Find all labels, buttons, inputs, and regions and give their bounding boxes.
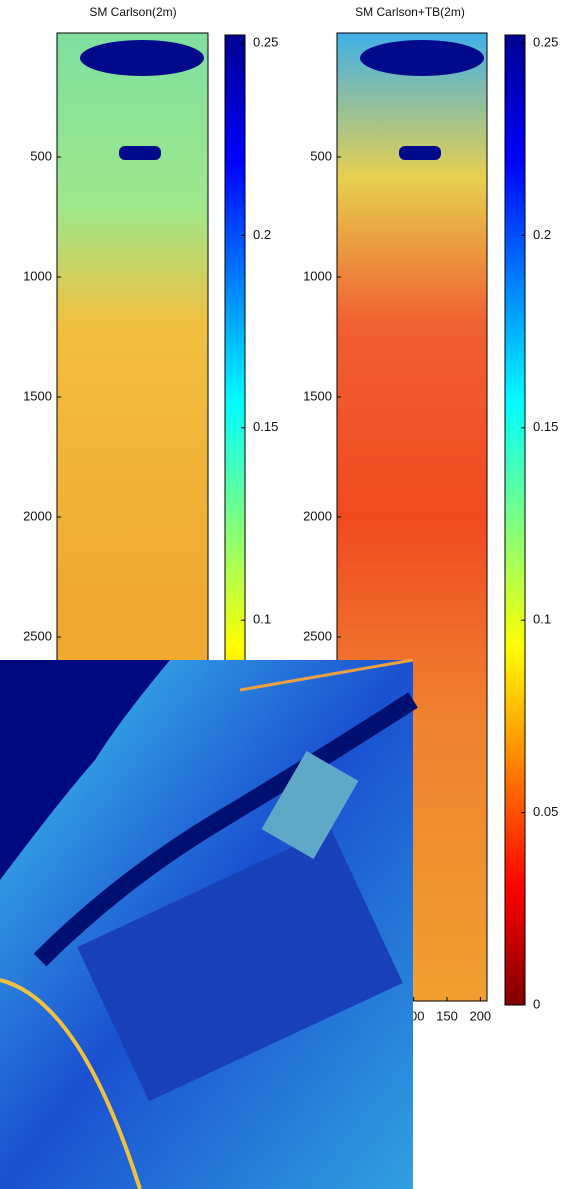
colorbar-tick-label: 0.1: [533, 612, 551, 627]
colorbar-tick-label: 0.1: [253, 612, 271, 627]
overlay-field: [77, 828, 403, 1102]
y-tick-label: 1500: [303, 388, 332, 403]
x-tick-label: 150: [436, 1008, 458, 1023]
y-tick-label: 1000: [23, 268, 52, 283]
y-tick-label: 2500: [23, 628, 52, 643]
y-tick-label: 1500: [23, 388, 52, 403]
overlay-image: [0, 658, 418, 1189]
colorbar-tick-label: 0.15: [253, 419, 278, 434]
chart-title: SM Carlson+TB(2m): [355, 5, 465, 19]
y-tick-label: 500: [310, 148, 332, 163]
colorbar-tick-label: 0.25: [533, 34, 558, 49]
x-tick-label: 200: [469, 1008, 491, 1023]
colorbar-tick-label: 0.25: [253, 34, 278, 49]
overlay-edge: [0, 978, 142, 1189]
colorbar-tick-label: 0.2: [253, 227, 271, 242]
overlay-river: [33, 692, 418, 967]
y-tick-label: 2000: [303, 508, 332, 523]
water-body: [119, 146, 161, 160]
colorbar-tick-label: 0.15: [533, 419, 558, 434]
overlay-field: [261, 751, 359, 859]
y-tick-label: 1000: [303, 268, 332, 283]
colorbar: [504, 34, 526, 1006]
chart-title: SM Carlson(2m): [89, 5, 176, 19]
colorbar-tick-label: 0.2: [533, 227, 551, 242]
y-tick-label: 2000: [23, 508, 52, 523]
water-body: [80, 40, 204, 76]
overlay-water: [0, 660, 170, 880]
y-tick-label: 500: [30, 148, 52, 163]
colorbar-tick-label: 0.05: [533, 804, 558, 819]
overlay-edge: [239, 658, 414, 692]
colorbar-tick-label: 0: [533, 996, 540, 1011]
water-body: [399, 146, 441, 160]
y-tick-label: 2500: [303, 628, 332, 643]
water-body: [360, 40, 484, 76]
